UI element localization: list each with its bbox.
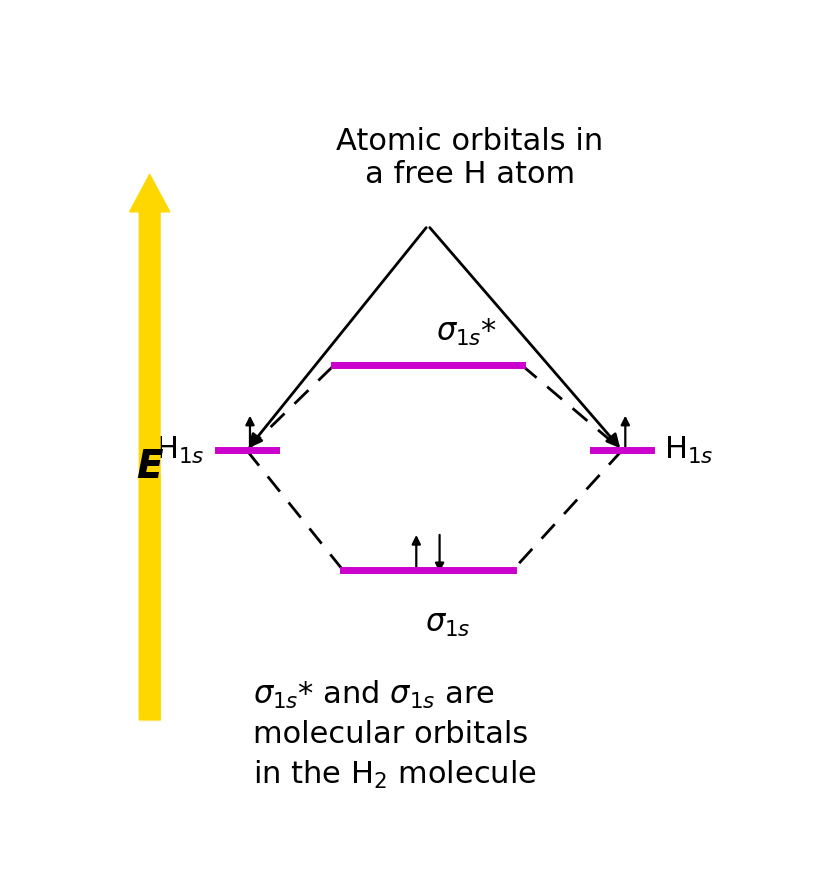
FancyArrow shape	[129, 174, 170, 720]
Text: $\sigma_{1s}$* and $\sigma_{1s}$ are
molecular orbitals
in the H$_2$ molecule: $\sigma_{1s}$* and $\sigma_{1s}$ are mol…	[253, 679, 537, 791]
Text: H$_{1s}$: H$_{1s}$	[155, 435, 205, 466]
Text: Atomic orbitals in
a free H atom: Atomic orbitals in a free H atom	[337, 127, 604, 189]
Text: $\sigma_{1s}$: $\sigma_{1s}$	[424, 611, 470, 640]
Text: $\sigma_{1s}$*: $\sigma_{1s}$*	[436, 317, 498, 348]
FancyArrow shape	[139, 474, 160, 720]
Text: H$_{1s}$: H$_{1s}$	[664, 435, 714, 466]
Text: E: E	[136, 449, 163, 487]
